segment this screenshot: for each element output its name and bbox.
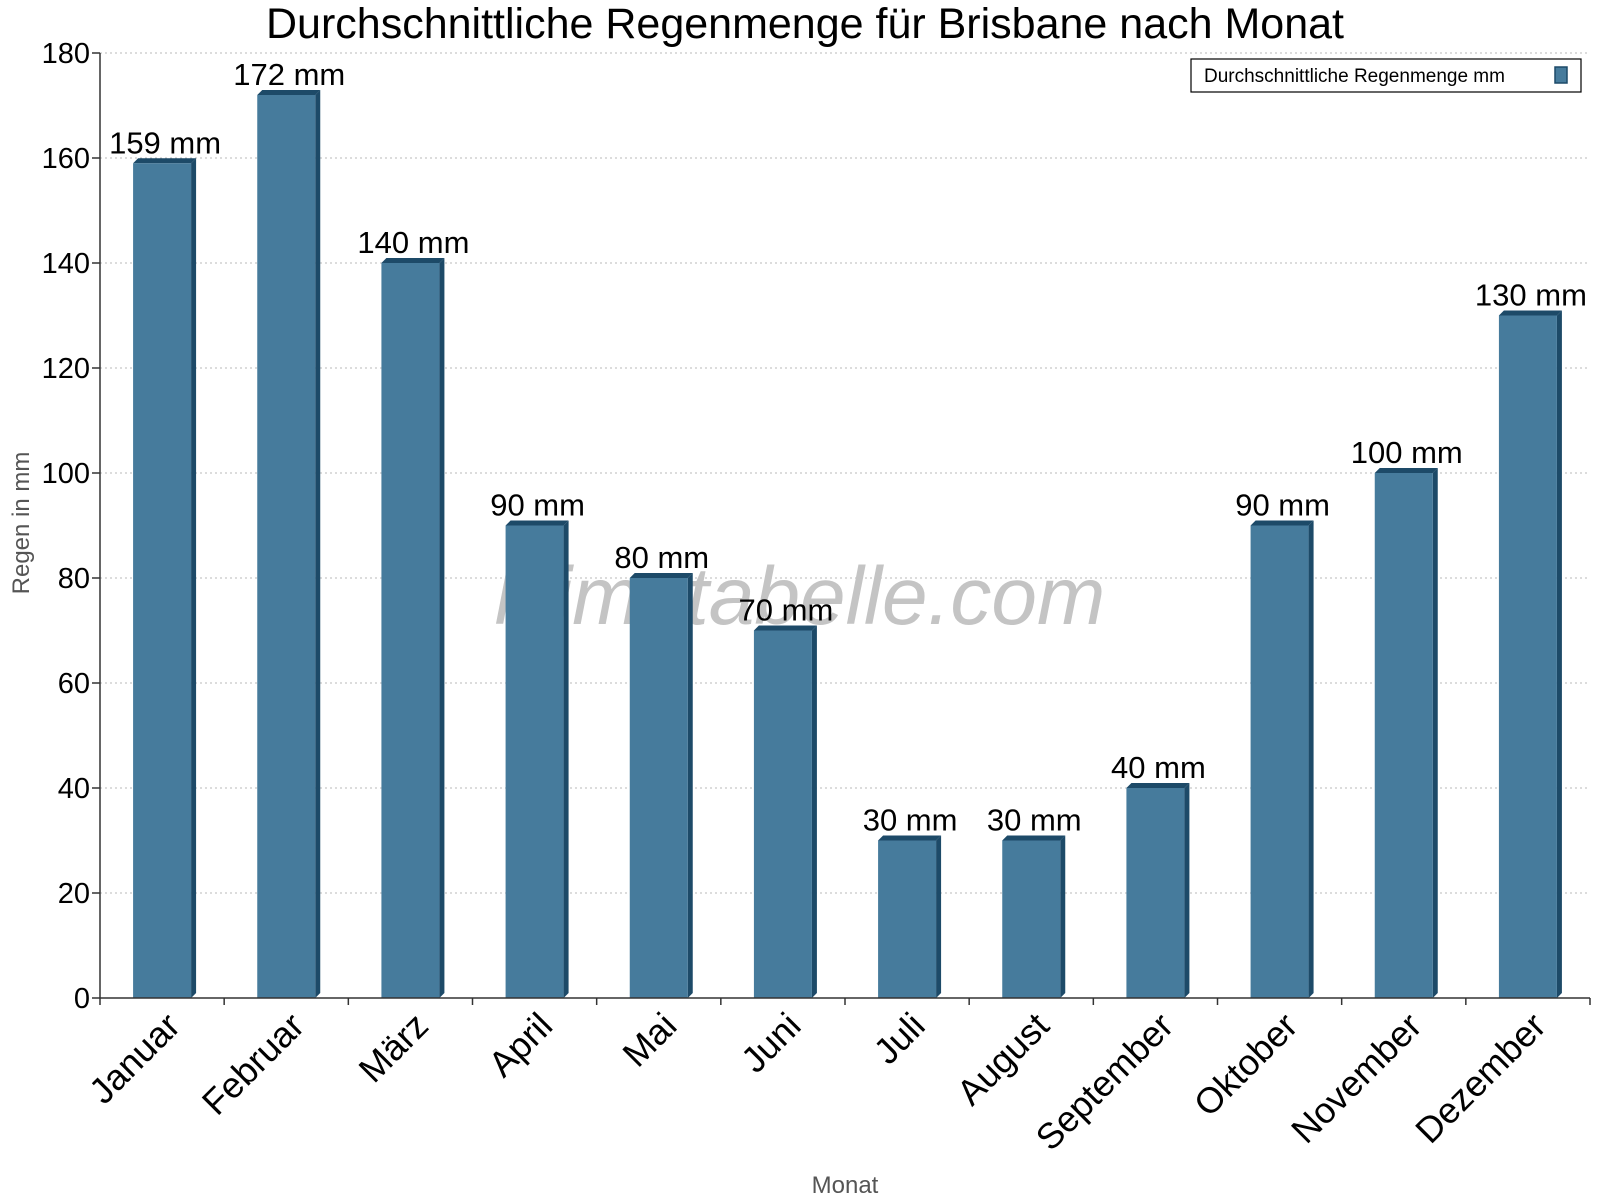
bar-side: [563, 520, 569, 998]
axes: [99, 53, 1590, 999]
x-tick-label: Oktober: [1186, 1005, 1306, 1125]
y-tick-label: 180: [42, 38, 90, 70]
bar-top: [1498, 310, 1562, 316]
data-label: 70 mm: [739, 593, 834, 628]
bar-top: [753, 625, 817, 631]
legend-label: Durchschnittliche Regenmenge mm: [1204, 66, 1505, 87]
bar-side: [936, 835, 942, 998]
x-tick-label: Mai: [614, 1005, 684, 1075]
x-tick-label: Juli: [866, 1005, 933, 1072]
bar-top: [878, 835, 942, 841]
x-tick-label: März: [351, 1005, 437, 1091]
bar: [505, 525, 564, 998]
chart-title: Durchschnittliche Regenmenge für Brisban…: [266, 0, 1344, 48]
bar: [1126, 788, 1185, 998]
y-tick-label: 140: [42, 248, 90, 280]
x-tick-label: November: [1283, 1005, 1429, 1151]
data-label: 80 mm: [614, 540, 709, 575]
legend-box: [1190, 58, 1582, 93]
bar-top: [1126, 783, 1190, 788]
y-tick-label: 80: [58, 563, 90, 595]
data-label: 159 mm: [109, 125, 221, 160]
bar-top: [505, 520, 569, 526]
bar: [133, 163, 192, 998]
x-tick-label: Januar: [81, 1005, 188, 1112]
data-label: 90 mm: [490, 488, 585, 523]
bar-side: [1556, 310, 1562, 998]
y-tick-label: 40: [58, 773, 90, 805]
data-label: 172 mm: [233, 57, 345, 92]
bar-side: [1308, 520, 1314, 998]
bar-series: [133, 90, 1562, 998]
bar-top: [629, 573, 693, 578]
bar: [1002, 840, 1061, 998]
bar-top: [1374, 468, 1438, 473]
data-label: 90 mm: [1235, 488, 1330, 523]
bar-side: [439, 258, 445, 998]
x-tick-label: Dezember: [1407, 1005, 1553, 1151]
bar: [878, 840, 937, 998]
bar-top: [133, 158, 197, 164]
bar-side: [315, 90, 321, 998]
x-tick-label: Juni: [733, 1005, 809, 1081]
bar-side: [687, 573, 693, 998]
grid-lines: [100, 52, 1590, 894]
x-tick-label: Februar: [194, 1005, 312, 1123]
bar-top: [1002, 835, 1066, 841]
bar: [753, 630, 812, 998]
bar: [381, 263, 440, 998]
y-tick-label: 160: [42, 143, 90, 175]
x-axis-ticks: Januar Februar März April Mai Juni Juli AugustS…: [81, 998, 1591, 1158]
y-tick-label: 20: [58, 878, 90, 910]
y-axis-ticks: 0 20 40 60 80 100 120 140 160 180: [42, 38, 100, 1015]
data-label: 140 mm: [357, 225, 469, 260]
legend: Durchschnittliche Regenmenge mm: [1190, 58, 1582, 93]
data-labels: 159 mm 172 mm 140 mm 90 mm 80 mm 70 mm 30 mm 30…: [109, 57, 1587, 838]
y-axis-label: Regen in mm: [8, 452, 35, 595]
bar-top: [257, 90, 321, 95]
x-axis-label: Monat: [812, 1172, 879, 1199]
data-label: 130 mm: [1475, 278, 1587, 313]
bar: [1374, 473, 1433, 998]
x-tick-label: August: [949, 1005, 1057, 1113]
bar-top: [381, 258, 445, 263]
bar: [1250, 525, 1309, 998]
bar-side: [1060, 835, 1066, 998]
bar: [257, 95, 316, 998]
bar-side: [1184, 783, 1190, 998]
data-label: 30 mm: [863, 803, 958, 838]
bar-top: [1250, 520, 1314, 526]
bar-side: [811, 625, 817, 998]
y-tick-label: 0: [74, 983, 90, 1015]
y-tick-label: 100: [42, 458, 90, 490]
bar: [629, 578, 688, 998]
x-tick-label: April: [480, 1005, 560, 1085]
legend-swatch: [1554, 66, 1568, 84]
bar-side: [1432, 468, 1438, 998]
data-label: 100 mm: [1351, 435, 1463, 470]
y-tick-label: 120: [42, 353, 90, 385]
data-label: 30 mm: [987, 803, 1082, 838]
bar-side: [191, 158, 197, 998]
data-label: 40 mm: [1111, 750, 1206, 785]
y-tick-label: 60: [58, 668, 90, 700]
bar: [1498, 315, 1557, 998]
